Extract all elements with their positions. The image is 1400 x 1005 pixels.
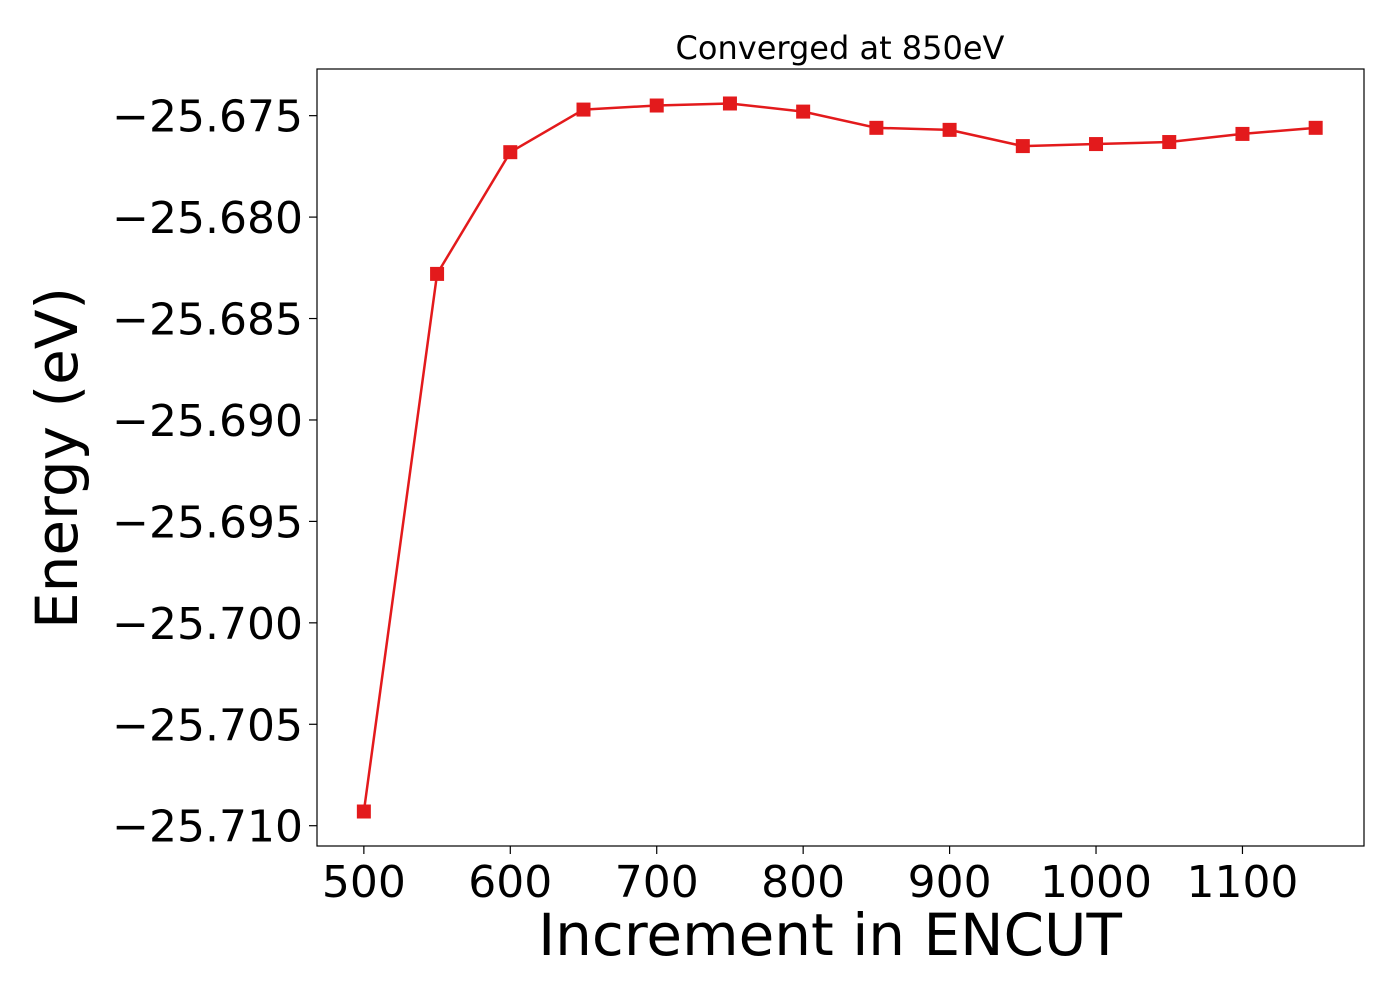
data-point-marker [1235, 126, 1250, 141]
y-axis-label: Energy (eV) [23, 287, 91, 629]
y-tick-label: −25.700 [112, 599, 303, 650]
data-point-marker [1015, 139, 1030, 154]
y-tick-label: −25.705 [112, 700, 303, 751]
data-point-marker [869, 120, 884, 135]
data-point-marker [356, 804, 371, 819]
x-tick-label: 500 [322, 857, 406, 908]
x-tick-label: 700 [615, 857, 699, 908]
x-tick-label: 1000 [1040, 857, 1152, 908]
data-point-marker [796, 104, 811, 119]
y-tick-label: −25.690 [112, 396, 303, 447]
x-tick-label: 1100 [1186, 857, 1298, 908]
data-point-marker [942, 122, 957, 137]
data-point-marker [1089, 137, 1104, 152]
x-tick-label: 800 [761, 857, 845, 908]
data-point-marker [722, 96, 737, 111]
x-tick-label: 900 [908, 857, 992, 908]
plot-frame [316, 68, 1365, 847]
axis-ticks: 500 600 700 800 900 1000 1100 −25.710 −25.705 −25… [112, 92, 1298, 908]
y-tick-label: −25.710 [112, 802, 303, 853]
series-line [362, 102, 1316, 812]
data-point-marker [1162, 135, 1177, 150]
x-tick-label: 600 [468, 857, 552, 908]
y-tick-label: −25.675 [112, 92, 303, 143]
data-point-marker [430, 266, 445, 281]
y-tick-label: −25.680 [112, 193, 303, 244]
y-tick-label: −25.695 [112, 497, 303, 548]
series-layer [356, 96, 1323, 819]
x-axis-label: Increment in ENCUT [538, 901, 1122, 969]
chart-title: Converged at 850eV [676, 29, 1005, 67]
data-point-marker [649, 98, 664, 113]
data-point-marker [1308, 120, 1323, 135]
y-tick-label: −25.685 [112, 295, 303, 346]
data-point-marker [576, 102, 591, 117]
data-point-marker [503, 145, 518, 160]
